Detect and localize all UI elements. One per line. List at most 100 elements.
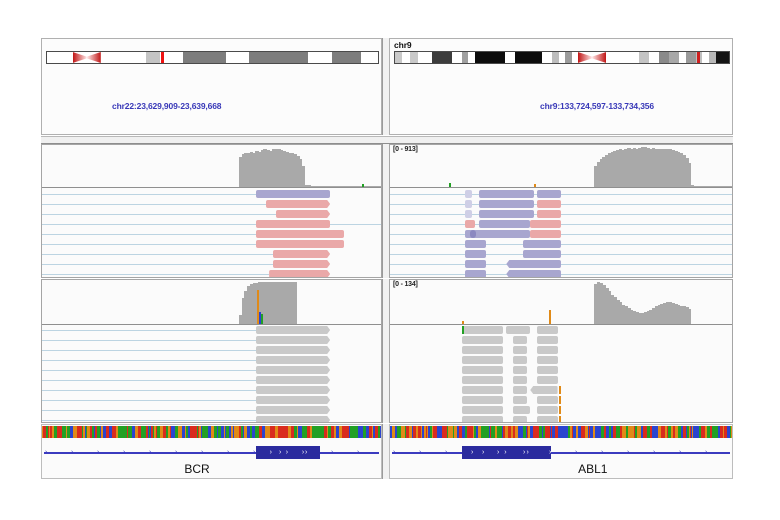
alignment-read[interactable]: [465, 240, 486, 248]
alignment-read[interactable]: [256, 376, 331, 384]
alignment-read[interactable]: [256, 356, 331, 364]
alignment-read[interactable]: [256, 406, 331, 414]
alignment-read[interactable]: [461, 346, 503, 354]
right-gene-track[interactable]: ABL1 › › › › › › › › › › › › › › › ›: [390, 441, 732, 478]
alignment-read[interactable]: [513, 336, 527, 344]
alignment-read[interactable]: [273, 260, 331, 268]
alignment-read[interactable]: [461, 376, 503, 384]
alignment-read[interactable]: [513, 366, 527, 374]
alignment-read[interactable]: [255, 230, 344, 238]
alignment-read[interactable]: [523, 250, 561, 258]
sequence-base: [178, 426, 181, 438]
alignment-read[interactable]: [465, 270, 486, 277]
left-gene-panel[interactable]: BCR › › › › › › › › › › › › › › › ›: [41, 424, 382, 479]
left-rna-track[interactable]: [41, 144, 382, 278]
alignment-read[interactable]: [276, 210, 330, 218]
alignment-read[interactable]: [513, 396, 527, 404]
alignment-read[interactable]: [513, 346, 527, 354]
alignment-read[interactable]: [537, 366, 558, 374]
alignment-read[interactable]: [478, 200, 534, 208]
sequence-base: [543, 426, 545, 438]
alignment-read[interactable]: [256, 386, 331, 394]
right-ideogram[interactable]: [394, 51, 730, 64]
right-gene-exon[interactable]: [461, 446, 551, 459]
alignment-read[interactable]: [537, 210, 561, 218]
coverage-bar: [312, 185, 317, 187]
alignment-read[interactable]: [506, 326, 531, 334]
alignment-read[interactable]: [256, 326, 331, 334]
alignment-read[interactable]: [465, 260, 486, 268]
alignment-read[interactable]: [537, 200, 561, 208]
alignment-read[interactable]: [530, 230, 561, 238]
coverage-bar: [288, 282, 292, 324]
alignment-read[interactable]: [537, 376, 558, 384]
alignment-read[interactable]: [478, 210, 534, 218]
alignment-read[interactable]: [537, 336, 558, 344]
left-gene-track[interactable]: BCR › › › › › › › › › › › › › › › ›: [42, 441, 381, 478]
alignment-read[interactable]: [256, 366, 331, 374]
alignment-read[interactable]: [465, 210, 473, 218]
alignment-read[interactable]: [523, 240, 561, 248]
left-header-panel[interactable]: chr22:23,629,909-23,639,668: [41, 38, 382, 135]
alignment-read[interactable]: [513, 416, 527, 422]
right-gene-panel[interactable]: ABL1 › › › › › › › › › › › › › › › ›: [389, 424, 733, 479]
alignment-read[interactable]: [465, 230, 531, 238]
alignment-read[interactable]: [255, 220, 331, 228]
alignment-read[interactable]: [478, 190, 534, 198]
alignment-read[interactable]: [537, 326, 558, 334]
coverage-bar: [334, 185, 338, 187]
alignment-read[interactable]: [506, 260, 561, 268]
alignment-read[interactable]: [506, 270, 561, 277]
alignment-read[interactable]: [273, 250, 331, 258]
right-header-panel[interactable]: chr9 chr9:133,724,597-133,734,356: [389, 38, 733, 135]
alignment-read[interactable]: [513, 376, 527, 384]
alignment-read[interactable]: [537, 190, 561, 198]
alignment-read[interactable]: [461, 356, 503, 364]
alignment-read[interactable]: [461, 396, 503, 404]
strand-arrow-icon: ›: [227, 449, 230, 456]
alignment-read[interactable]: [461, 336, 503, 344]
coverage-bar: [696, 185, 700, 187]
alignment-read[interactable]: [461, 326, 503, 334]
alignment-read[interactable]: [537, 346, 558, 354]
left-ideogram[interactable]: [46, 51, 379, 64]
alignment-read[interactable]: [465, 200, 473, 208]
left-dna-alignments[interactable]: [42, 325, 381, 423]
alignment-read[interactable]: [530, 386, 558, 394]
alignment-read[interactable]: [269, 270, 330, 278]
alignment-read[interactable]: [465, 220, 476, 228]
sequence-base: [668, 426, 669, 438]
alignment-read[interactable]: [255, 240, 344, 248]
alignment-read[interactable]: [537, 356, 558, 364]
sequence-base: [345, 426, 347, 438]
left-gene-exon[interactable]: [255, 446, 320, 459]
alignment-read[interactable]: [255, 190, 331, 198]
alignment-read[interactable]: [461, 386, 503, 394]
alignment-read[interactable]: [256, 416, 331, 423]
alignment-read[interactable]: [256, 346, 331, 354]
right-dna-alignments[interactable]: [390, 325, 732, 422]
alignment-read[interactable]: [465, 190, 473, 198]
alignment-read[interactable]: [537, 406, 558, 414]
alignment-read[interactable]: [478, 220, 531, 228]
alignment-read[interactable]: [513, 356, 527, 364]
coverage-bar: [244, 152, 248, 187]
left-dna-track[interactable]: [41, 279, 382, 423]
right-dna-track[interactable]: [0 - 134]: [389, 279, 733, 423]
alignment-read[interactable]: [530, 220, 561, 228]
right-rna-alignments[interactable]: [390, 188, 732, 277]
alignment-read[interactable]: [461, 366, 503, 374]
alignment-read[interactable]: [256, 396, 331, 404]
right-rna-track[interactable]: [0 - 913]: [389, 144, 733, 278]
alignment-read[interactable]: [461, 406, 503, 414]
alignment-read[interactable]: [256, 336, 331, 344]
alignment-read[interactable]: [537, 396, 558, 404]
alignment-read[interactable]: [513, 406, 531, 414]
alignment-read[interactable]: [537, 416, 558, 422]
left-rna-alignments[interactable]: [42, 188, 381, 278]
alignment-read[interactable]: [266, 200, 330, 208]
alignment-read[interactable]: [461, 416, 503, 422]
alignment-read[interactable]: [513, 386, 527, 394]
alignment-read[interactable]: [465, 250, 486, 258]
sequence-base: [257, 426, 259, 438]
